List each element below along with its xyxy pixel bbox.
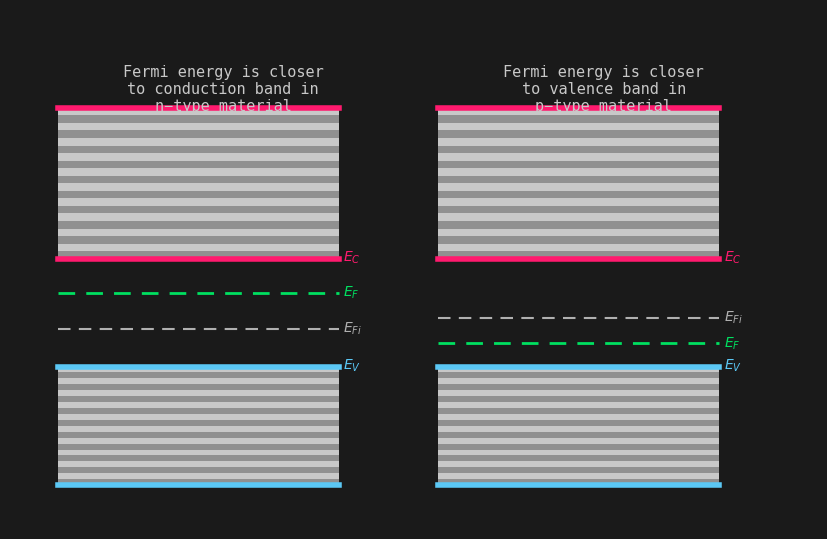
FancyBboxPatch shape [438, 130, 719, 138]
FancyBboxPatch shape [58, 221, 339, 229]
FancyBboxPatch shape [438, 432, 719, 438]
FancyBboxPatch shape [438, 467, 719, 473]
FancyBboxPatch shape [58, 432, 339, 438]
FancyBboxPatch shape [58, 251, 339, 259]
FancyBboxPatch shape [438, 438, 719, 444]
FancyBboxPatch shape [58, 378, 339, 384]
FancyBboxPatch shape [58, 161, 339, 168]
FancyBboxPatch shape [58, 115, 339, 123]
Text: $E_C$: $E_C$ [724, 250, 741, 266]
FancyBboxPatch shape [58, 236, 339, 244]
Text: Fermi energy is closer
to conduction band in
n−type material: Fermi energy is closer to conduction ban… [123, 65, 323, 114]
FancyBboxPatch shape [58, 168, 339, 176]
FancyBboxPatch shape [438, 455, 719, 461]
FancyBboxPatch shape [58, 426, 339, 432]
FancyBboxPatch shape [58, 130, 339, 138]
FancyBboxPatch shape [438, 206, 719, 213]
FancyBboxPatch shape [58, 450, 339, 455]
FancyBboxPatch shape [438, 183, 719, 191]
FancyBboxPatch shape [438, 115, 719, 123]
FancyBboxPatch shape [58, 244, 339, 251]
FancyBboxPatch shape [438, 221, 719, 229]
FancyBboxPatch shape [58, 198, 339, 206]
FancyBboxPatch shape [58, 390, 339, 396]
FancyBboxPatch shape [438, 396, 719, 402]
FancyBboxPatch shape [58, 123, 339, 130]
FancyBboxPatch shape [438, 384, 719, 390]
FancyBboxPatch shape [58, 467, 339, 473]
Text: $E_F$: $E_F$ [343, 285, 360, 301]
Text: $E_{Fi}$: $E_{Fi}$ [724, 310, 743, 326]
FancyBboxPatch shape [438, 108, 719, 115]
FancyBboxPatch shape [438, 244, 719, 251]
FancyBboxPatch shape [58, 402, 339, 408]
FancyBboxPatch shape [438, 378, 719, 384]
FancyBboxPatch shape [438, 450, 719, 455]
FancyBboxPatch shape [58, 176, 339, 183]
FancyBboxPatch shape [438, 229, 719, 236]
FancyBboxPatch shape [438, 138, 719, 146]
FancyBboxPatch shape [58, 414, 339, 420]
FancyBboxPatch shape [58, 420, 339, 426]
FancyBboxPatch shape [438, 461, 719, 467]
FancyBboxPatch shape [58, 191, 339, 198]
FancyBboxPatch shape [58, 153, 339, 161]
FancyBboxPatch shape [438, 146, 719, 153]
FancyBboxPatch shape [58, 146, 339, 153]
FancyBboxPatch shape [58, 367, 339, 372]
FancyBboxPatch shape [438, 123, 719, 130]
FancyBboxPatch shape [438, 191, 719, 198]
FancyBboxPatch shape [58, 183, 339, 191]
FancyBboxPatch shape [438, 444, 719, 450]
FancyBboxPatch shape [438, 198, 719, 206]
FancyBboxPatch shape [58, 206, 339, 213]
FancyBboxPatch shape [58, 396, 339, 402]
FancyBboxPatch shape [58, 138, 339, 146]
Text: $E_C$: $E_C$ [343, 250, 361, 266]
FancyBboxPatch shape [438, 479, 719, 485]
FancyBboxPatch shape [58, 461, 339, 467]
FancyBboxPatch shape [58, 408, 339, 414]
FancyBboxPatch shape [438, 213, 719, 221]
FancyBboxPatch shape [58, 438, 339, 444]
FancyBboxPatch shape [438, 367, 719, 372]
Text: $E_F$: $E_F$ [724, 335, 740, 351]
FancyBboxPatch shape [58, 229, 339, 236]
Text: $E_{Fi}$: $E_{Fi}$ [343, 321, 362, 337]
FancyBboxPatch shape [58, 473, 339, 479]
FancyBboxPatch shape [438, 420, 719, 426]
Text: $E_V$: $E_V$ [724, 357, 742, 374]
FancyBboxPatch shape [438, 161, 719, 168]
FancyBboxPatch shape [438, 236, 719, 244]
FancyBboxPatch shape [438, 153, 719, 161]
FancyBboxPatch shape [438, 390, 719, 396]
FancyBboxPatch shape [438, 402, 719, 408]
FancyBboxPatch shape [58, 455, 339, 461]
FancyBboxPatch shape [438, 473, 719, 479]
FancyBboxPatch shape [438, 372, 719, 378]
FancyBboxPatch shape [438, 426, 719, 432]
FancyBboxPatch shape [58, 384, 339, 390]
FancyBboxPatch shape [438, 176, 719, 183]
FancyBboxPatch shape [438, 408, 719, 414]
Text: $E_V$: $E_V$ [343, 357, 361, 374]
FancyBboxPatch shape [58, 479, 339, 485]
FancyBboxPatch shape [58, 444, 339, 450]
Text: Fermi energy is closer
to valence band in
p−type material: Fermi energy is closer to valence band i… [504, 65, 704, 114]
FancyBboxPatch shape [58, 372, 339, 378]
FancyBboxPatch shape [58, 213, 339, 221]
FancyBboxPatch shape [438, 414, 719, 420]
FancyBboxPatch shape [438, 251, 719, 259]
FancyBboxPatch shape [58, 108, 339, 115]
FancyBboxPatch shape [438, 168, 719, 176]
